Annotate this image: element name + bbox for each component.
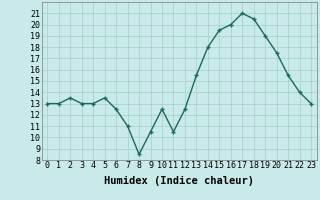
X-axis label: Humidex (Indice chaleur): Humidex (Indice chaleur) bbox=[104, 176, 254, 186]
